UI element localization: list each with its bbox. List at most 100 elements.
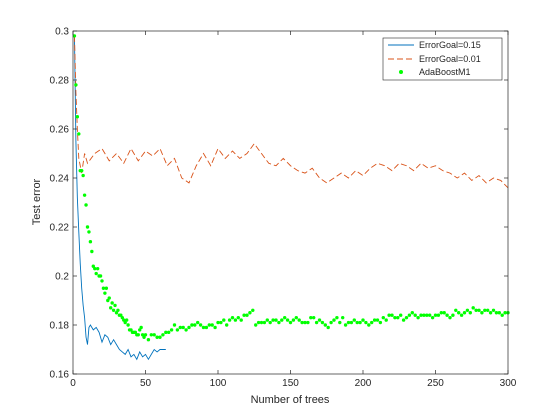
data-point-adaboostm1 <box>103 291 107 295</box>
x-tick-label: 100 <box>210 378 227 389</box>
data-point-adaboostm1 <box>367 323 371 327</box>
data-point-adaboostm1 <box>164 330 168 335</box>
data-point-adaboostm1 <box>422 313 426 317</box>
data-point-adaboostm1 <box>503 311 507 315</box>
data-point-adaboostm1 <box>271 318 275 322</box>
data-point-adaboostm1 <box>335 315 339 320</box>
data-point-adaboostm1 <box>196 320 200 325</box>
data-point-adaboostm1 <box>120 315 125 320</box>
data-point-adaboostm1 <box>358 320 362 325</box>
x-tick-label: 0 <box>70 378 76 389</box>
data-point-adaboostm1 <box>169 328 174 332</box>
y-tick-label: 0.22 <box>50 223 70 234</box>
data-point-adaboostm1 <box>139 325 143 330</box>
y-axis-ticks: 0.16 0.18 0.2 0.22 0.24 0.26 0.28 0.3 <box>50 27 508 381</box>
data-point-adaboostm1 <box>204 325 209 330</box>
data-point-adaboostm1 <box>193 323 197 327</box>
x-tick-label: 200 <box>355 378 372 389</box>
data-point-adaboostm1 <box>451 313 455 317</box>
data-point-adaboostm1 <box>140 333 145 337</box>
data-point-adaboostm1 <box>370 320 374 325</box>
data-point-adaboostm1 <box>104 286 109 290</box>
data-point-adaboostm1 <box>142 335 146 339</box>
data-point-adaboostm1 <box>274 318 278 322</box>
x-tick-label: 250 <box>427 378 444 389</box>
data-point-adaboostm1 <box>210 323 214 327</box>
data-point-adaboostm1 <box>474 308 478 312</box>
data-point-adaboostm1 <box>381 315 385 320</box>
data-point-adaboostm1 <box>88 240 93 244</box>
data-point-adaboostm1 <box>413 313 417 317</box>
y-tick-label: 0.18 <box>50 321 70 332</box>
data-point-adaboostm1 <box>419 313 423 317</box>
y-tick-label: 0.3 <box>55 27 69 38</box>
data-point-adaboostm1 <box>178 325 182 330</box>
data-point-adaboostm1 <box>74 83 78 87</box>
data-point-adaboostm1 <box>312 315 316 320</box>
data-point-adaboostm1 <box>158 335 162 339</box>
data-point-adaboostm1 <box>442 311 446 315</box>
data-point-adaboostm1 <box>77 132 81 136</box>
legend-label-adaboostm1: AdaBoostM1 <box>419 67 471 77</box>
data-point-adaboostm1 <box>465 308 470 312</box>
data-point-adaboostm1 <box>109 306 113 310</box>
data-point-adaboostm1 <box>222 318 226 322</box>
data-point-adaboostm1 <box>416 315 420 320</box>
data-point-adaboostm1 <box>346 320 351 325</box>
data-point-adaboostm1 <box>390 313 394 317</box>
data-point-adaboostm1 <box>93 266 97 271</box>
data-point-adaboostm1 <box>291 318 296 322</box>
data-point-adaboostm1 <box>111 308 116 312</box>
data-point-adaboostm1 <box>175 328 180 332</box>
data-point-adaboostm1 <box>457 311 461 315</box>
data-point-adaboostm1 <box>219 320 223 325</box>
data-point-adaboostm1 <box>297 318 301 322</box>
series-layer <box>72 34 510 361</box>
data-point-adaboostm1 <box>387 313 391 317</box>
data-point-adaboostm1 <box>343 323 348 327</box>
data-point-adaboostm1 <box>352 318 356 322</box>
y-tick-label: 0.2 <box>55 272 69 283</box>
data-point-adaboostm1 <box>462 311 467 315</box>
x-axis-label: Number of trees <box>251 394 330 406</box>
series-line-errorgoal-0-15 <box>74 35 166 361</box>
x-tick-label: 50 <box>140 378 152 389</box>
plot-area <box>72 30 510 375</box>
data-point-adaboostm1 <box>399 313 403 317</box>
data-point-adaboostm1 <box>306 320 310 325</box>
y-axis-label: Test error <box>31 178 43 225</box>
data-point-adaboostm1 <box>448 315 452 320</box>
x-tick-label: 150 <box>282 378 299 389</box>
data-point-adaboostm1 <box>91 264 96 268</box>
data-point-adaboostm1 <box>265 318 269 322</box>
data-point-adaboostm1 <box>106 298 110 303</box>
data-point-adaboostm1 <box>119 313 123 317</box>
data-point-adaboostm1 <box>107 296 111 300</box>
data-point-adaboostm1 <box>309 315 313 320</box>
data-point-adaboostm1 <box>500 313 504 317</box>
data-point-adaboostm1 <box>329 320 333 325</box>
data-point-adaboostm1 <box>94 271 98 276</box>
data-point-adaboostm1 <box>433 313 438 317</box>
data-point-adaboostm1 <box>323 323 327 327</box>
data-point-adaboostm1 <box>138 328 142 332</box>
data-point-adaboostm1 <box>364 320 368 325</box>
data-point-adaboostm1 <box>372 318 377 322</box>
data-point-adaboostm1 <box>404 315 409 320</box>
data-point-adaboostm1 <box>207 323 211 327</box>
data-point-adaboostm1 <box>285 318 290 322</box>
data-point-adaboostm1 <box>172 323 177 327</box>
data-point-adaboostm1 <box>123 320 127 325</box>
data-point-adaboostm1 <box>280 318 284 322</box>
data-point-adaboostm1 <box>488 311 493 315</box>
data-point-adaboostm1 <box>136 333 140 337</box>
data-point-adaboostm1 <box>98 274 103 278</box>
data-point-adaboostm1 <box>236 315 240 320</box>
data-point-adaboostm1 <box>239 318 243 322</box>
data-point-adaboostm1 <box>100 279 104 283</box>
data-point-adaboostm1 <box>277 320 281 325</box>
data-point-adaboostm1 <box>124 318 129 322</box>
data-point-adaboostm1 <box>317 318 322 322</box>
legend-label-errorgoal-0-15: ErrorGoal=0.15 <box>419 40 481 50</box>
series-line-errorgoal-0-01 <box>74 35 509 189</box>
